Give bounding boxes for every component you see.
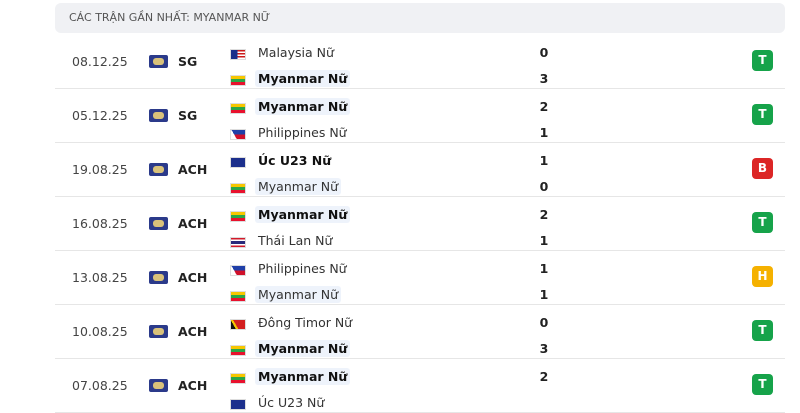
result-badge: T — [752, 374, 773, 395]
team-flag — [230, 103, 246, 114]
competition-icon — [149, 55, 168, 68]
competition-icon — [149, 271, 168, 284]
competition: ACH — [178, 378, 208, 393]
team-name: Thái Lan Nữ — [258, 233, 333, 248]
team-name: Myanmar Nữ — [255, 286, 341, 303]
team-flag — [230, 373, 246, 384]
competition-icon — [149, 379, 168, 392]
team-flag — [230, 265, 246, 276]
competition: ACH — [178, 162, 208, 177]
team-flag — [230, 49, 246, 60]
team-flag — [230, 183, 246, 194]
team-flag — [230, 319, 246, 330]
team-name: Úc U23 Nữ — [258, 395, 325, 410]
header: CÁC TRẬN GẦN NHẤT: MYANMAR NỮ — [55, 3, 785, 33]
team-score: 1 — [539, 287, 549, 302]
team-name: Myanmar Nữ — [255, 340, 351, 357]
result-badge: B — [752, 158, 773, 179]
competition: ACH — [178, 324, 208, 339]
team-flag — [230, 75, 246, 86]
match-date: 13.08.25 — [72, 270, 128, 285]
team-score: 3 — [539, 341, 549, 356]
team-score: 0 — [539, 179, 549, 194]
competition: ACH — [178, 216, 208, 231]
header-title: CÁC TRẬN GẦN NHẤT: MYANMAR NỮ — [69, 11, 271, 24]
team-name: Myanmar Nữ — [255, 178, 341, 195]
match-row: 19.08.25 ACH Úc U23 Nữ 1 Myanmar Nữ 0 B — [55, 142, 785, 197]
team-name: Myanmar Nữ — [255, 98, 351, 115]
competition-icon — [149, 109, 168, 122]
match-date: 05.12.25 — [72, 108, 128, 123]
competition-icon — [149, 217, 168, 230]
team-score: 1 — [539, 261, 549, 276]
team-score: 2 — [539, 207, 549, 222]
competition: SG — [178, 108, 198, 123]
team-flag — [230, 129, 246, 140]
team-score: 0 — [539, 315, 549, 330]
match-date: 16.08.25 — [72, 216, 128, 231]
team-name: Malaysia Nữ — [258, 45, 334, 60]
team-name: Myanmar Nữ — [255, 368, 351, 385]
result-badge: H — [752, 266, 773, 287]
result-badge: T — [752, 212, 773, 233]
team-flag — [230, 237, 246, 248]
team-name: Philippines Nữ — [258, 261, 347, 276]
team-score: 1 — [539, 233, 549, 248]
competition: SG — [178, 54, 198, 69]
team-flag — [230, 345, 246, 356]
team-name: Đông Timor Nữ — [258, 315, 353, 330]
team-score: 1 — [539, 153, 549, 168]
team-flag — [230, 211, 246, 222]
team-name: Myanmar Nữ — [255, 206, 351, 223]
competition-icon — [149, 325, 168, 338]
team-score: 3 — [539, 71, 549, 86]
team-name: Úc U23 Nữ — [258, 153, 332, 168]
team-flag — [230, 157, 246, 168]
result-badge: T — [752, 50, 773, 71]
match-date: 19.08.25 — [72, 162, 128, 177]
team-name: Myanmar Nữ — [255, 70, 351, 87]
match-row: 13.08.25 ACH Philippines Nữ 1 Myanmar Nữ 1 H — [55, 250, 785, 305]
match-row: 07.08.25 ACH Myanmar Nữ 2 Úc U23 Nữ T — [55, 358, 785, 413]
team-score: 2 — [539, 369, 549, 384]
match-date: 10.08.25 — [72, 324, 128, 339]
team-flag — [230, 291, 246, 302]
match-row: 16.08.25 ACH Myanmar Nữ 2 Thái Lan Nữ 1 T — [55, 196, 785, 251]
result-badge: T — [752, 320, 773, 341]
result-badge: T — [752, 104, 773, 125]
match-row: 08.12.25 SG Malaysia Nữ 0 Myanmar Nữ 3 T — [55, 34, 785, 89]
match-date: 08.12.25 — [72, 54, 128, 69]
team-score: 1 — [539, 125, 549, 140]
match-row: 10.08.25 ACH Đông Timor Nữ 0 Myanmar Nữ 3 T — [55, 304, 785, 359]
competition: ACH — [178, 270, 208, 285]
competition-icon — [149, 163, 168, 176]
match-date: 07.08.25 — [72, 378, 128, 393]
matches-panel: CÁC TRẬN GẦN NHẤT: MYANMAR NỮ 08.12.25 SG… — [55, 3, 785, 413]
team-score: 2 — [539, 99, 549, 114]
team-flag — [230, 399, 246, 410]
match-row: 05.12.25 SG Myanmar Nữ 2 Philippines Nữ 1 T — [55, 88, 785, 143]
team-name: Philippines Nữ — [258, 125, 347, 140]
team-score: 0 — [539, 45, 549, 60]
